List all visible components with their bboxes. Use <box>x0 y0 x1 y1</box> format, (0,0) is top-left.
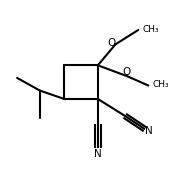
Text: CH₃: CH₃ <box>143 25 159 34</box>
Text: O: O <box>122 67 131 77</box>
Text: N: N <box>94 149 102 160</box>
Text: O: O <box>107 38 115 48</box>
Text: CH₃: CH₃ <box>153 80 169 89</box>
Text: N: N <box>145 126 153 136</box>
